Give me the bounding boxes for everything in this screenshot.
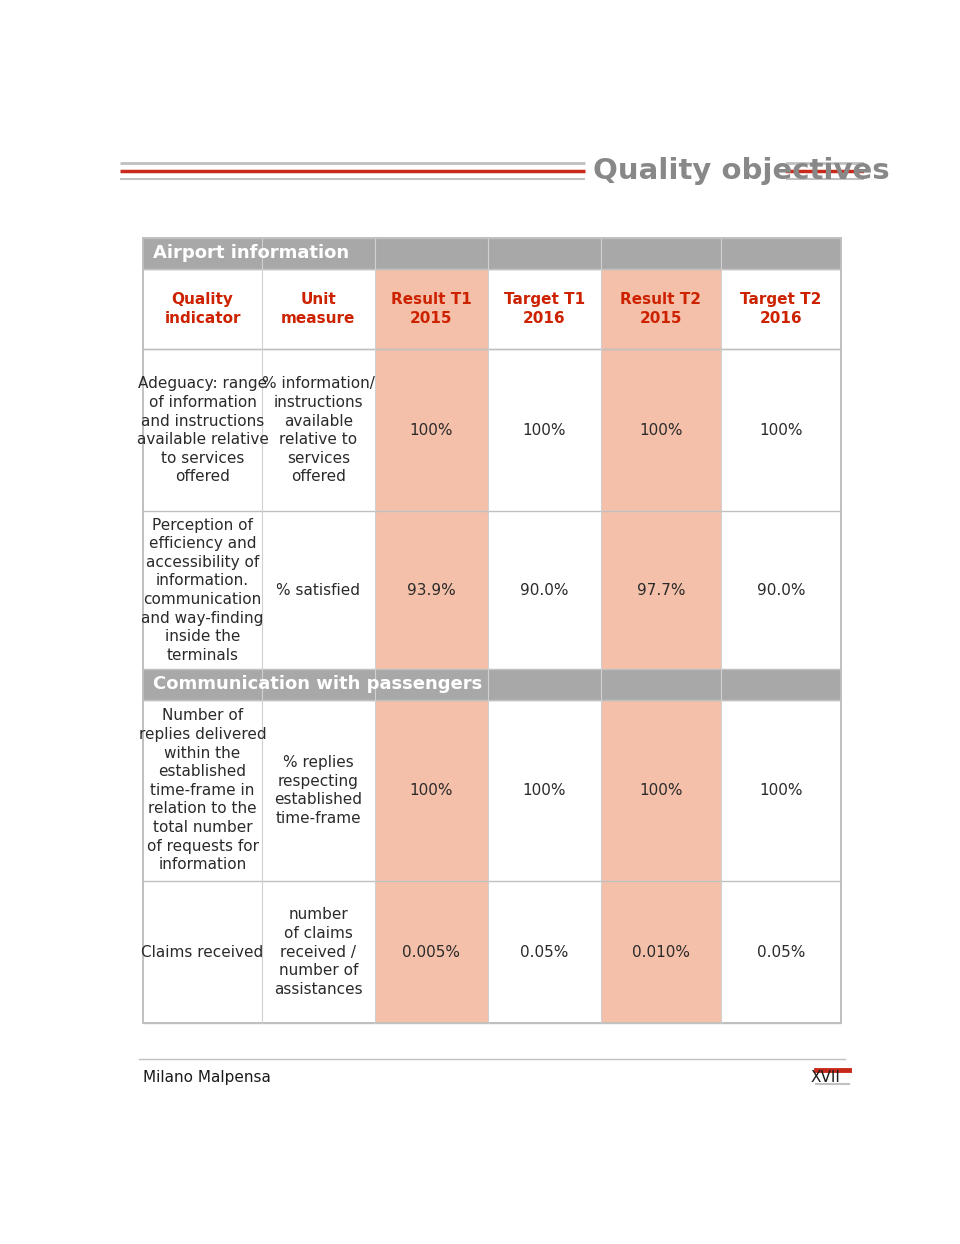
Bar bbox=[143, 238, 841, 1024]
Bar bbox=[601, 700, 721, 881]
Text: Milano Malpensa: Milano Malpensa bbox=[143, 1070, 271, 1086]
Text: 100%: 100% bbox=[410, 782, 453, 797]
Text: Adeguacy: range
of information
and instructions
available relative
to services
o: Adeguacy: range of information and instr… bbox=[136, 377, 269, 484]
Text: 100%: 100% bbox=[759, 423, 803, 438]
Text: % replies
respecting
established
time-frame: % replies respecting established time-fr… bbox=[275, 755, 362, 826]
Bar bbox=[143, 238, 841, 269]
Text: Communication with passengers: Communication with passengers bbox=[153, 675, 482, 693]
Bar bbox=[374, 511, 488, 669]
Bar bbox=[143, 238, 841, 1024]
Text: Unit
measure: Unit measure bbox=[281, 292, 355, 326]
Bar bbox=[601, 350, 721, 511]
Text: Quality
indicator: Quality indicator bbox=[164, 292, 241, 326]
Text: 0.010%: 0.010% bbox=[632, 944, 690, 959]
Bar bbox=[374, 350, 488, 511]
Text: 100%: 100% bbox=[410, 423, 453, 438]
Text: number
of claims
received /
number of
assistances: number of claims received / number of as… bbox=[274, 907, 363, 996]
Text: Result T1
2015: Result T1 2015 bbox=[391, 292, 471, 326]
Text: Number of
replies delivered
within the
established
time-frame in
relation to the: Number of replies delivered within the e… bbox=[139, 708, 266, 872]
Bar bbox=[143, 669, 841, 700]
Text: 100%: 100% bbox=[759, 782, 803, 797]
Bar bbox=[601, 269, 721, 350]
Text: 100%: 100% bbox=[522, 782, 566, 797]
Text: 100%: 100% bbox=[522, 423, 566, 438]
Text: Target T1
2016: Target T1 2016 bbox=[504, 292, 585, 326]
Bar bbox=[374, 700, 488, 881]
Text: 100%: 100% bbox=[639, 423, 683, 438]
Text: Quality objectives: Quality objectives bbox=[592, 157, 889, 185]
Text: 0.005%: 0.005% bbox=[402, 944, 460, 959]
Text: Perception of
efficiency and
accessibility of
information.
communication
and way: Perception of efficiency and accessibili… bbox=[141, 518, 264, 663]
Text: Result T2
2015: Result T2 2015 bbox=[620, 292, 702, 326]
Bar bbox=[601, 511, 721, 669]
Text: 97.7%: 97.7% bbox=[636, 582, 685, 597]
Text: 0.05%: 0.05% bbox=[520, 944, 568, 959]
Text: % satisfied: % satisfied bbox=[276, 582, 360, 597]
Text: 93.9%: 93.9% bbox=[407, 582, 456, 597]
Text: 90.0%: 90.0% bbox=[756, 582, 805, 597]
Text: 100%: 100% bbox=[639, 782, 683, 797]
Bar bbox=[374, 269, 488, 350]
Text: % information/
instructions
available
relative to
services
offered: % information/ instructions available re… bbox=[262, 377, 374, 484]
Text: XVII: XVII bbox=[811, 1070, 841, 1086]
Bar bbox=[601, 881, 721, 1024]
Bar bbox=[374, 881, 488, 1024]
Text: Airport information: Airport information bbox=[153, 244, 348, 262]
Text: 0.05%: 0.05% bbox=[756, 944, 804, 959]
Text: 90.0%: 90.0% bbox=[520, 582, 568, 597]
Text: Target T2
2016: Target T2 2016 bbox=[740, 292, 822, 326]
Text: Claims received: Claims received bbox=[141, 944, 264, 959]
